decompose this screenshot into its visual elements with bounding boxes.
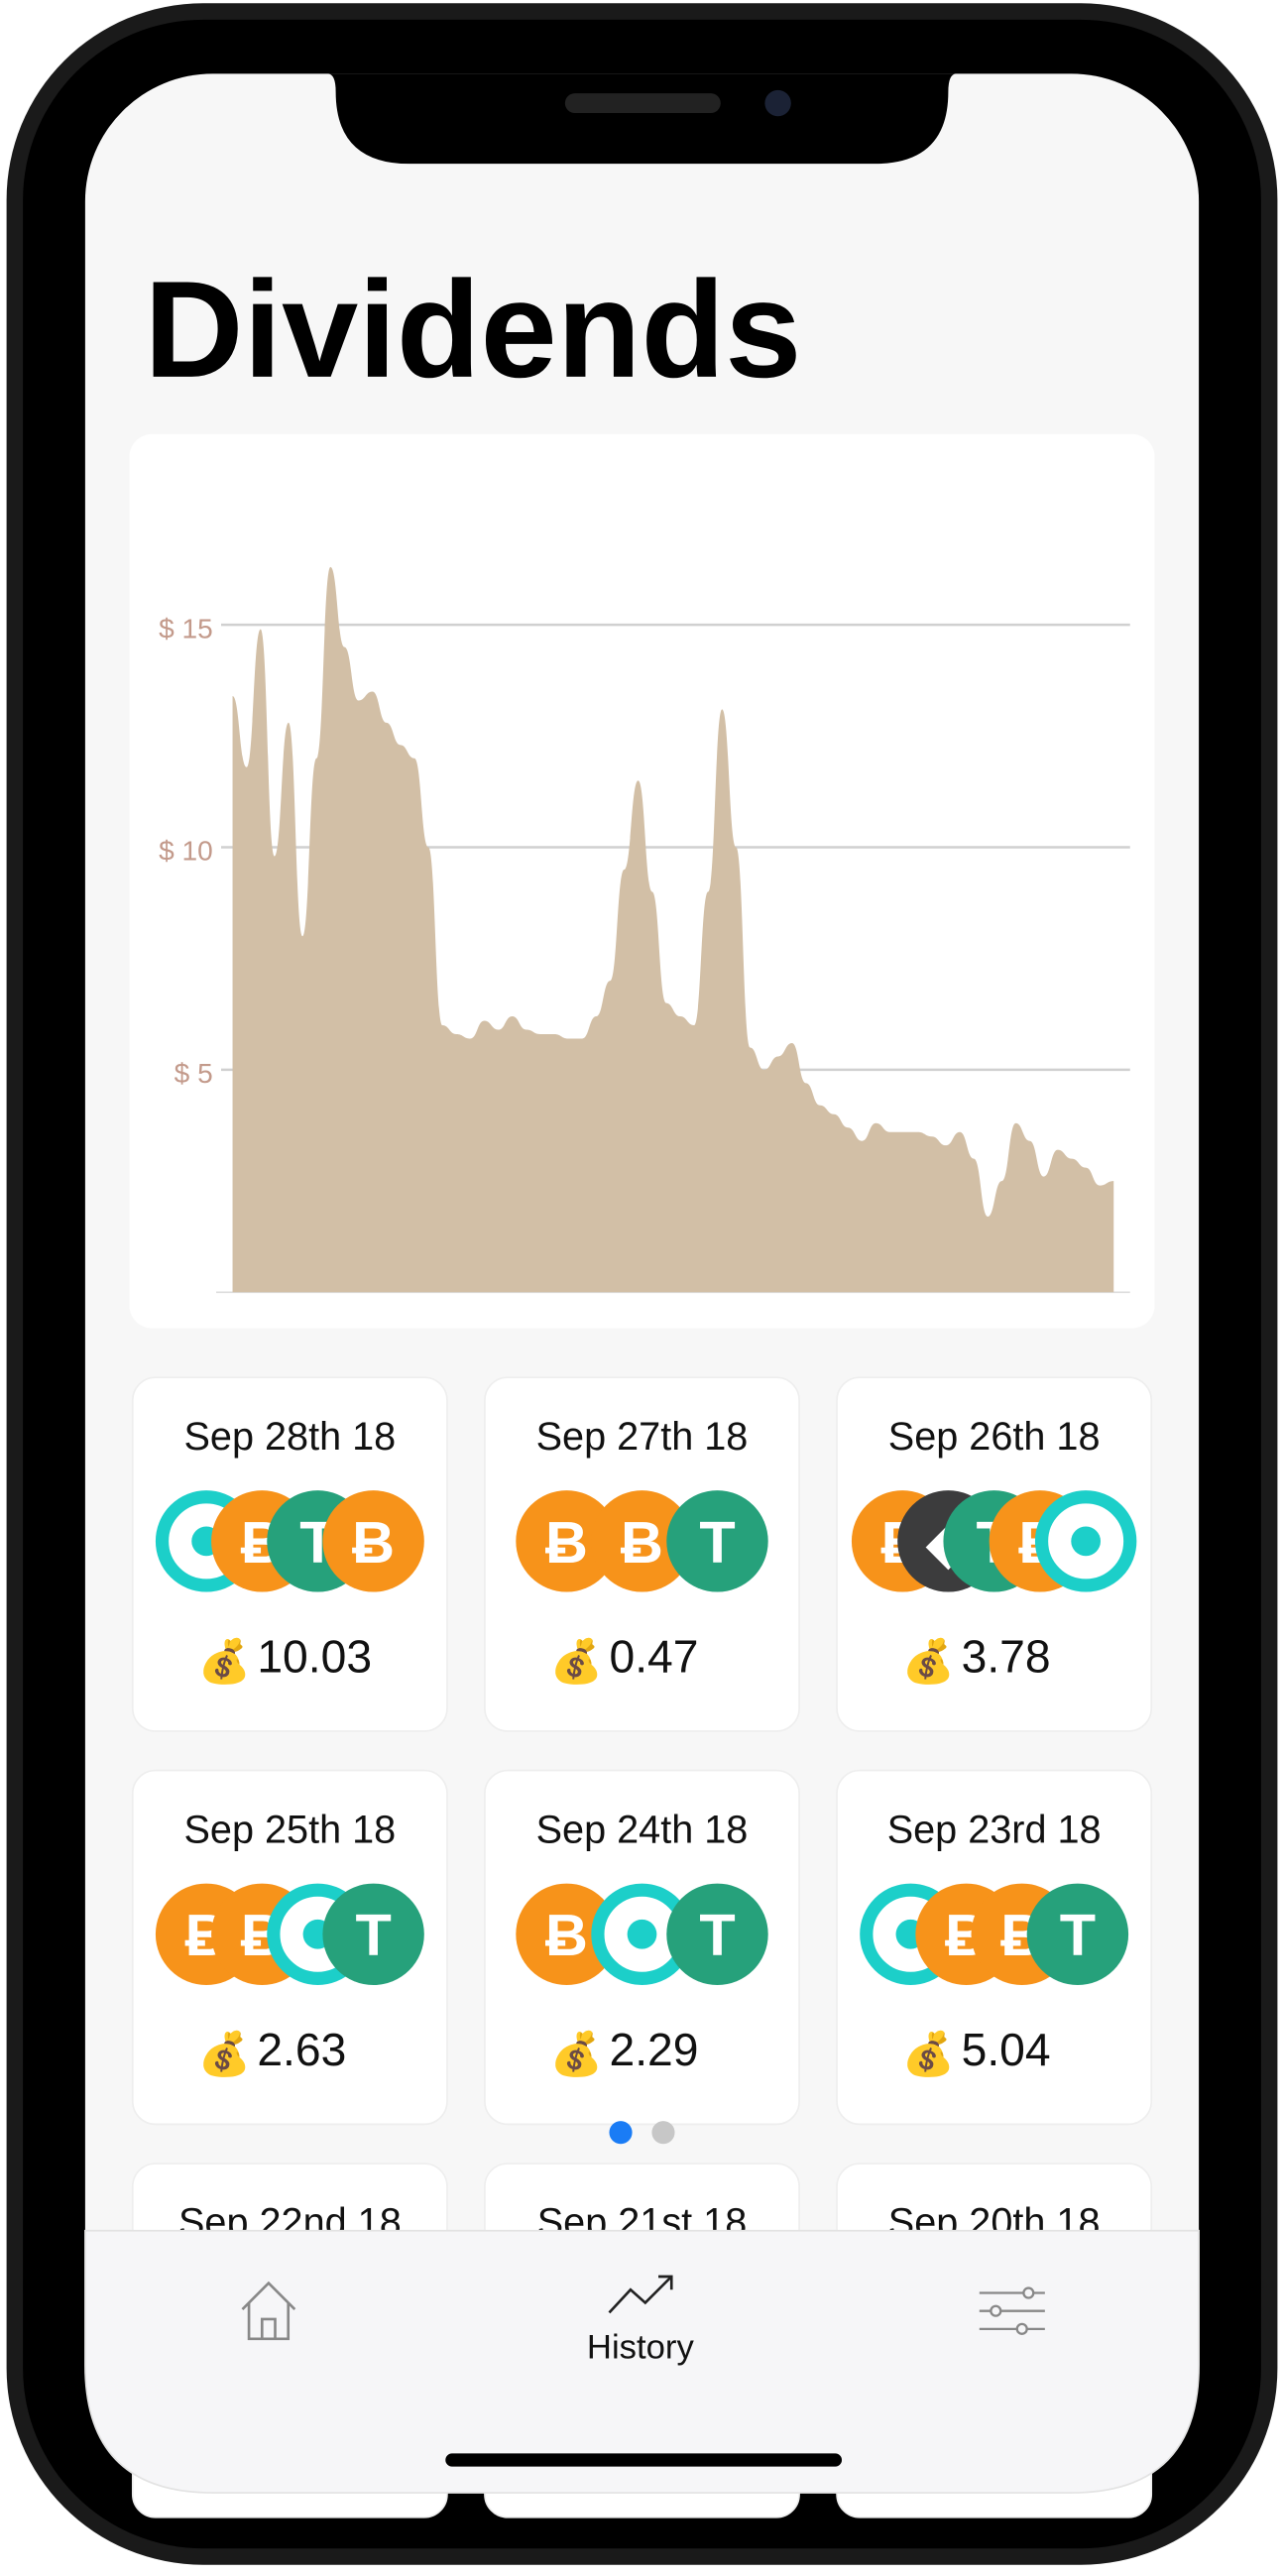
card-date: Sep 28th 18	[184, 1415, 397, 1459]
card-date: Sep 26th 18	[888, 1415, 1101, 1459]
money-bag: 💰	[550, 2030, 603, 2079]
card-date: Sep 27th 18	[536, 1415, 749, 1459]
card-date: Sep 24th 18	[536, 1808, 749, 1851]
tab-label[interactable]: History	[587, 2329, 695, 2367]
coin-icon	[591, 1490, 693, 1592]
card-amount: 3.78	[962, 1630, 1051, 1682]
area	[232, 566, 1114, 1293]
coin-glyph: Ƀ	[545, 1902, 588, 1968]
coin-icon	[1026, 1883, 1129, 1985]
coin-glyph: T	[1060, 1902, 1096, 1968]
home-indicator	[445, 2453, 843, 2467]
page-dot-active[interactable]	[609, 2121, 633, 2145]
card-date: Sep 23rd 18	[887, 1808, 1102, 1851]
coin-icon	[516, 1883, 618, 1985]
money-bag: 💰	[550, 1637, 603, 1687]
coin-icon	[322, 1490, 424, 1592]
y-tick-label: $ 10	[159, 836, 213, 867]
coin-icon	[516, 1490, 618, 1592]
settings-tab[interactable]	[979, 2286, 1045, 2335]
card-amount: 0.47	[609, 1630, 698, 1682]
coin-glyph: T	[355, 1902, 391, 1968]
coin-glyph: Ƀ	[545, 1509, 588, 1576]
home-tab[interactable]	[241, 2281, 296, 2341]
coin-icon-inner	[1071, 1526, 1102, 1557]
money-bag: 💰	[198, 1637, 251, 1687]
chart: $ 5 $ 10 $ 15	[159, 566, 1130, 1294]
y-tick-label: $ 15	[159, 613, 213, 644]
page-dot[interactable]	[651, 2121, 675, 2145]
coin-glyph: T	[699, 1509, 735, 1576]
money-bag: 💰	[902, 1637, 955, 1687]
camera	[764, 89, 791, 117]
coin-glyph: Ƀ	[621, 1509, 663, 1576]
money-bag: 💰	[902, 2030, 955, 2079]
page-title: Dividends	[144, 253, 801, 407]
coin-icon	[322, 1883, 424, 1985]
card-amount: 2.63	[257, 2024, 346, 2075]
money-bag: 💰	[198, 2030, 251, 2079]
coin-glyph: Ƀ	[352, 1509, 395, 1576]
history-tab[interactable]	[608, 2275, 673, 2314]
card-date: Sep 25th 18	[184, 1808, 397, 1851]
notch	[327, 73, 957, 165]
y-tick-label: $ 5	[175, 1058, 213, 1089]
speaker	[564, 93, 721, 113]
coin-glyph: T	[699, 1902, 735, 1968]
coin-icon	[666, 1490, 768, 1592]
card-amount: 5.04	[962, 2024, 1051, 2075]
coin-icon-inner	[627, 1919, 657, 1949]
tab-bar-bg	[84, 2229, 1200, 2494]
tab-bar: History	[84, 2229, 1200, 2494]
coin-icon	[666, 1883, 768, 1985]
card-amount: 10.03	[257, 1630, 372, 1682]
card-amount: 2.29	[609, 2024, 698, 2075]
